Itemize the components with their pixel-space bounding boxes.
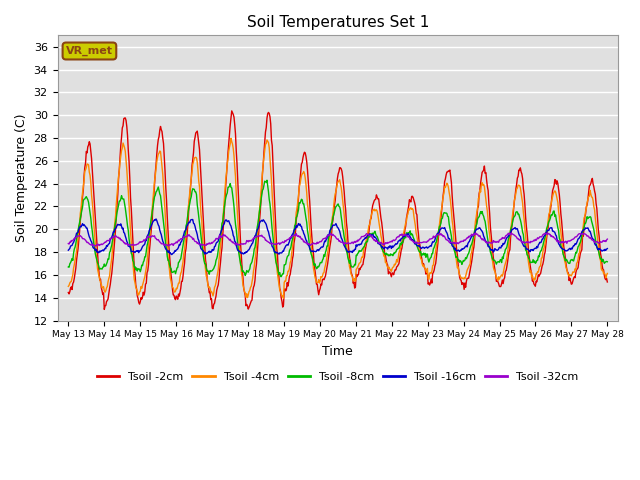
Tsoil -16cm — [152, 216, 160, 222]
Tsoil -32cm — [508, 230, 515, 236]
Tsoil -8cm — [263, 177, 271, 183]
Tsoil -2cm — [420, 264, 428, 270]
Line: Tsoil -16cm: Tsoil -16cm — [68, 219, 607, 254]
Tsoil -4cm — [227, 135, 235, 141]
Tsoil -16cm — [604, 246, 611, 252]
Title: Soil Temperatures Set 1: Soil Temperatures Set 1 — [246, 15, 429, 30]
Tsoil -32cm — [131, 242, 138, 248]
Tsoil -16cm — [186, 220, 193, 226]
Tsoil -4cm — [604, 271, 611, 276]
Tsoil -2cm — [604, 279, 611, 285]
Legend: Tsoil -2cm, Tsoil -4cm, Tsoil -8cm, Tsoil -16cm, Tsoil -32cm: Tsoil -2cm, Tsoil -4cm, Tsoil -8cm, Tsoi… — [93, 367, 583, 386]
X-axis label: Time: Time — [323, 345, 353, 358]
Tsoil -4cm — [280, 295, 287, 301]
Tsoil -32cm — [420, 239, 428, 245]
Line: Tsoil -8cm: Tsoil -8cm — [68, 180, 607, 276]
Tsoil -32cm — [65, 241, 72, 247]
Tsoil -8cm — [130, 259, 138, 264]
Tsoil -2cm — [405, 203, 413, 209]
Tsoil -16cm — [65, 247, 72, 253]
Tsoil -8cm — [74, 228, 82, 233]
Tsoil -2cm — [214, 284, 221, 290]
Line: Tsoil -32cm: Tsoil -32cm — [68, 233, 607, 246]
Tsoil -32cm — [74, 233, 82, 239]
Tsoil -2cm — [131, 265, 138, 271]
Tsoil -32cm — [185, 232, 193, 238]
Tsoil -2cm — [65, 289, 72, 295]
Tsoil -2cm — [185, 202, 193, 207]
Tsoil -4cm — [420, 264, 428, 270]
Tsoil -8cm — [405, 230, 413, 236]
Line: Tsoil -2cm: Tsoil -2cm — [68, 111, 607, 310]
Tsoil -8cm — [604, 259, 611, 264]
Line: Tsoil -4cm: Tsoil -4cm — [68, 138, 607, 298]
Tsoil -16cm — [214, 238, 222, 244]
Tsoil -8cm — [65, 264, 72, 270]
Tsoil -32cm — [214, 236, 221, 242]
Y-axis label: Soil Temperature (C): Soil Temperature (C) — [15, 114, 28, 242]
Tsoil -4cm — [130, 268, 138, 274]
Tsoil -4cm — [65, 284, 72, 289]
Tsoil -16cm — [168, 252, 175, 257]
Tsoil -4cm — [405, 206, 413, 212]
Tsoil -4cm — [213, 275, 221, 281]
Tsoil -16cm — [74, 229, 82, 235]
Tsoil -8cm — [213, 256, 221, 262]
Tsoil -16cm — [130, 249, 138, 254]
Tsoil -16cm — [405, 231, 413, 237]
Tsoil -4cm — [184, 204, 192, 210]
Tsoil -8cm — [420, 252, 428, 258]
Text: VR_met: VR_met — [66, 46, 113, 56]
Tsoil -16cm — [420, 245, 428, 251]
Tsoil -2cm — [74, 246, 82, 252]
Tsoil -8cm — [277, 274, 285, 279]
Tsoil -32cm — [404, 234, 412, 240]
Tsoil -8cm — [184, 208, 192, 214]
Tsoil -32cm — [604, 236, 611, 242]
Tsoil -2cm — [228, 108, 236, 114]
Tsoil -4cm — [74, 235, 82, 241]
Tsoil -2cm — [100, 307, 108, 312]
Tsoil -32cm — [92, 243, 100, 249]
